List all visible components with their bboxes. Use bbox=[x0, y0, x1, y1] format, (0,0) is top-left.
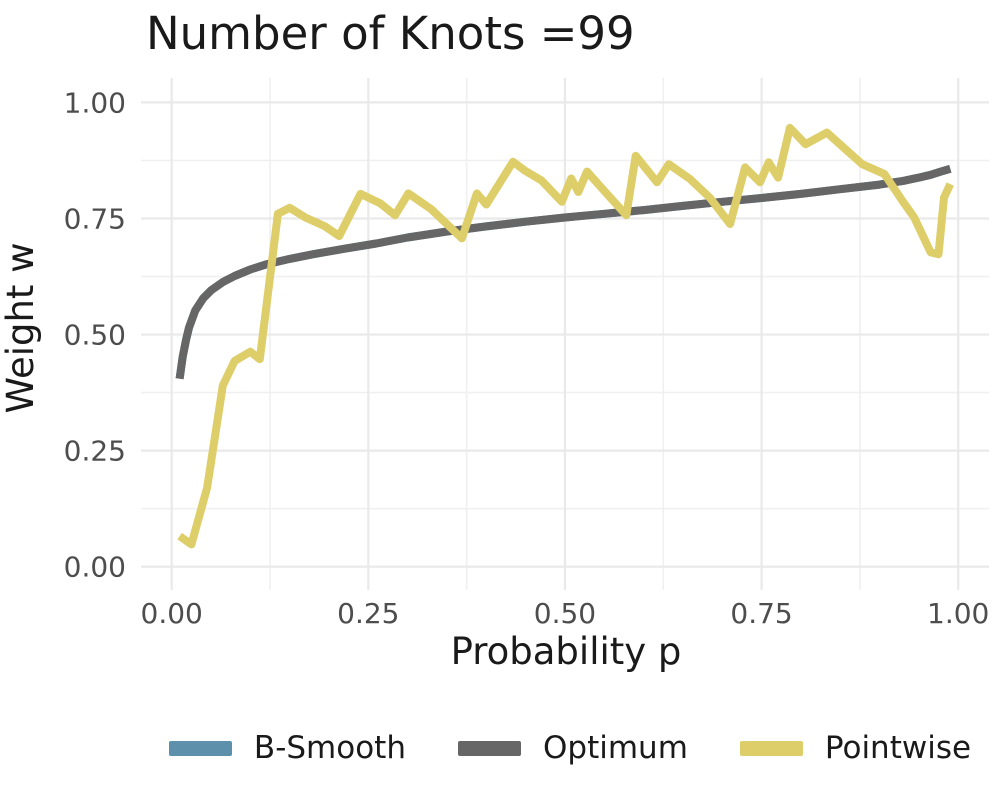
y-tick-label: 0.75 bbox=[64, 202, 126, 235]
legend-label-pointwise: Pointwise bbox=[824, 730, 972, 766]
legend-item-b-smooth: B-Smooth bbox=[168, 730, 406, 766]
legend: B-Smooth Optimum Pointwise bbox=[140, 727, 1000, 769]
y-tick-label: 1.00 bbox=[64, 86, 126, 119]
y-tick-label: 0.25 bbox=[64, 435, 126, 468]
legend-swatch-pointwise bbox=[739, 740, 803, 756]
x-tick-label: 0.75 bbox=[730, 597, 792, 630]
legend-label-optimum: Optimum bbox=[543, 730, 688, 766]
x-tick-label: 0.25 bbox=[337, 597, 399, 630]
y-axis-title: Weight w bbox=[0, 243, 42, 414]
legend-swatch-b-smooth bbox=[168, 740, 232, 756]
x-axis-title: Probability p bbox=[451, 630, 682, 673]
legend-label-b-smooth: B-Smooth bbox=[253, 730, 406, 766]
x-tick-label: 0.50 bbox=[534, 597, 596, 630]
x-axis-tick-labels: 0.00 0.25 0.50 0.75 1.00 bbox=[141, 597, 990, 630]
y-tick-label: 0.00 bbox=[64, 551, 126, 584]
x-tick-label: 1.00 bbox=[927, 597, 989, 630]
legend-item-optimum: Optimum bbox=[458, 730, 688, 766]
y-tick-label: 0.50 bbox=[64, 319, 126, 352]
series-lines bbox=[175, 123, 954, 549]
series-line-optimum bbox=[175, 164, 952, 380]
y-axis-tick-labels: 0.00 0.25 0.50 0.75 1.00 bbox=[64, 86, 126, 583]
plot-title: Number of Knots =99 bbox=[146, 7, 635, 60]
legend-swatch-optimum bbox=[458, 740, 521, 756]
legend-item-pointwise: Pointwise bbox=[739, 730, 972, 766]
series-line-pointwise bbox=[177, 123, 954, 549]
x-tick-label: 0.00 bbox=[141, 597, 203, 630]
gridlines-major bbox=[141, 78, 989, 590]
